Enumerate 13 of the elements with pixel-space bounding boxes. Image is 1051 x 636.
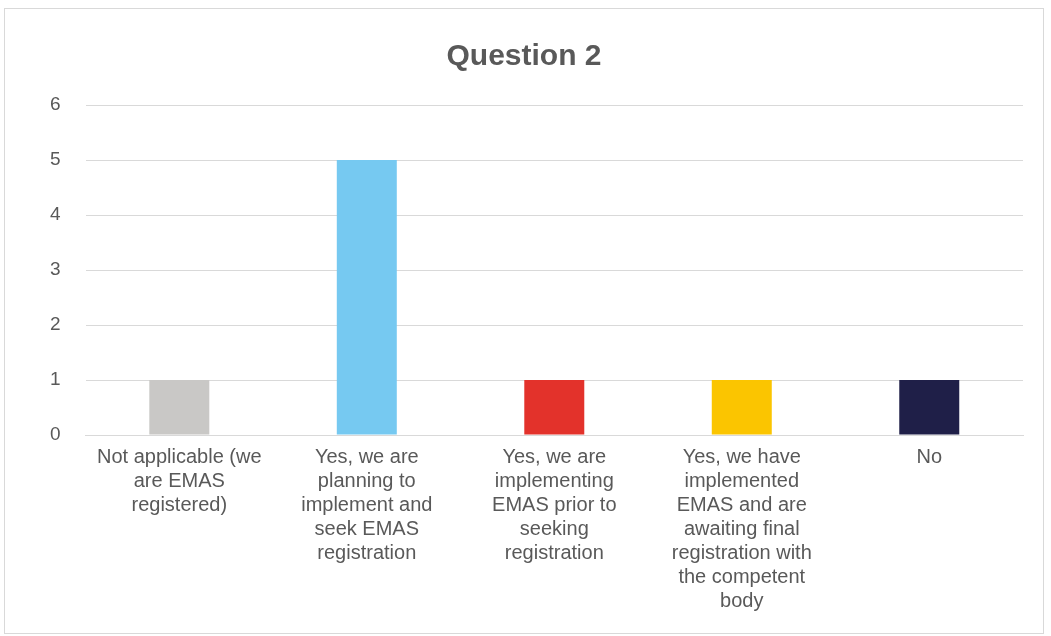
y-tick-label: 2 bbox=[49, 313, 61, 335]
x-tick-label: Yes, we are implementing EMAS prior to seeking registration bbox=[492, 444, 617, 563]
y-tick-label: 1 bbox=[49, 368, 61, 390]
y-tick-label: 5 bbox=[49, 148, 61, 170]
x-tick-label: Not applicable (we are EMAS registered) bbox=[97, 444, 262, 515]
y-tick-label: 0 bbox=[49, 423, 61, 445]
x-tick-label: Yes, we are planning to implement and seek EMAS registration bbox=[301, 444, 433, 563]
x-tick-label: Yes, we have implemented EMAS and are awaiting final registration with the competent body bbox=[671, 444, 812, 611]
y-tick-label: 6 bbox=[49, 93, 61, 115]
chart-title: Question 2 bbox=[446, 38, 602, 72]
y-tick-label: 4 bbox=[49, 203, 61, 225]
x-tick-label: No bbox=[916, 444, 943, 467]
y-tick-label: 3 bbox=[49, 258, 61, 280]
